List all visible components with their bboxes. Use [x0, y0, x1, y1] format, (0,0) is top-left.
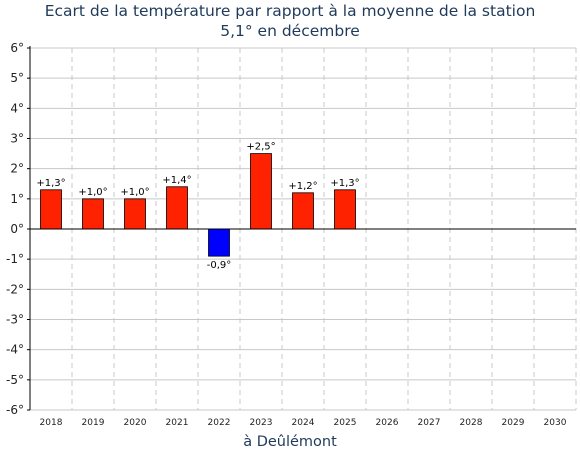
x-tick-label: 2018 [40, 418, 63, 428]
x-axis-label: à Deûlémont [243, 434, 337, 450]
bar [40, 189, 62, 230]
bar [250, 153, 272, 230]
y-tick-label: 4° [10, 101, 24, 115]
x-tick-label: 2021 [166, 418, 189, 428]
y-tick-label: -1° [6, 252, 24, 266]
bar [292, 192, 314, 230]
y-tick-label: 1° [10, 192, 24, 206]
y-tick-label: -3° [6, 313, 24, 327]
bar [82, 198, 104, 230]
x-tick-label: 2025 [334, 418, 357, 428]
bar [334, 189, 356, 230]
bar-value-label: +2,5° [246, 142, 275, 153]
bar-value-label: +1,0° [120, 187, 149, 198]
bar-value-label: +1,4° [162, 175, 191, 186]
bar [166, 186, 188, 230]
y-tick-label: 5° [10, 71, 24, 85]
x-tick-label: 2028 [460, 418, 483, 428]
y-tick-label: -6° [6, 403, 24, 417]
x-tick-label: 2027 [418, 418, 441, 428]
bar-value-label: +1,3° [330, 178, 359, 189]
bar-value-label: +1,3° [36, 178, 65, 189]
bar-value-label: +1,2° [288, 181, 317, 192]
x-tick-label: 2024 [292, 418, 315, 428]
bar [124, 198, 146, 230]
y-tick-label: 2° [10, 162, 24, 176]
x-tick-label: 2022 [208, 418, 231, 428]
y-tick-label: 3° [10, 132, 24, 146]
y-tick-label: -4° [6, 343, 24, 357]
x-tick-label: 2030 [544, 418, 567, 428]
x-tick-label: 2029 [502, 418, 525, 428]
y-tick-label: -5° [6, 373, 24, 387]
y-tick-label: -2° [6, 282, 24, 296]
y-tick-label: 6° [10, 41, 24, 55]
bar-value-label: -0,9° [207, 260, 232, 271]
x-tick-label: 2020 [124, 418, 147, 428]
chart-subtitle: 5,1° en décembre [220, 22, 360, 40]
x-tick-label: 2023 [250, 418, 273, 428]
bar-value-label: +1,0° [78, 187, 107, 198]
x-tick-label: 2026 [376, 418, 399, 428]
labels-layer: 6° 5° 4° 3° 2° 1° 0° -1° -2° -3° -4° -5° -6° +1,3° +1,… [6, 41, 567, 428]
y-tick-label: 0° [10, 222, 24, 236]
bars-layer [40, 153, 356, 257]
chart-title: Ecart de la température par rapport à la… [44, 2, 536, 20]
axes-layer [27, 46, 576, 411]
bar [208, 228, 230, 257]
x-tick-label: 2019 [82, 418, 105, 428]
